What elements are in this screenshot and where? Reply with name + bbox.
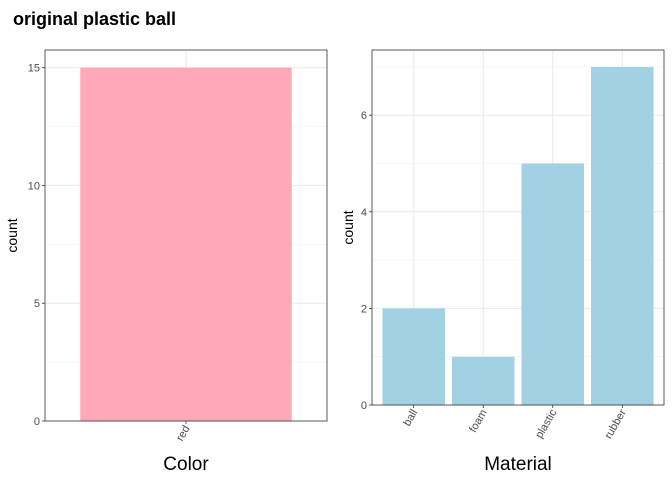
y-tick-label: 15 [28, 63, 40, 75]
bar-foam [451, 356, 515, 405]
x-axis-title: Color [163, 454, 209, 475]
y-tick-label: 5 [34, 298, 40, 310]
bar-plastic [521, 163, 585, 405]
y-tick-label: 4 [361, 207, 367, 219]
x-axis-title: Material [484, 454, 552, 475]
y-tick-label: 2 [361, 303, 367, 315]
color-panel: 0 5 10 15 red count Color [4, 49, 328, 475]
material-panel: 0 2 4 6 ball foam plastic rubber count Material [340, 49, 665, 475]
y-tick-label: 0 [361, 400, 367, 412]
y-tick-label: 6 [361, 110, 367, 122]
bar-ball [382, 308, 445, 405]
bar-red [80, 67, 292, 422]
panel-border [371, 49, 665, 406]
x-tick-label-foam: foam [467, 408, 490, 435]
bar-rubber [591, 66, 654, 406]
x-tick-label-plastic: plastic [533, 407, 559, 440]
x-tick-label-red: red [174, 424, 192, 444]
y-tick-label: 10 [28, 180, 40, 192]
y-axis-title: count [340, 210, 356, 244]
y-tick-label: 0 [34, 416, 40, 428]
chart-title: original plastic ball [13, 9, 177, 29]
x-tick-label-ball: ball [401, 408, 420, 429]
x-tick-label-rubber: rubber [603, 407, 629, 441]
y-axis-title: count [4, 218, 20, 252]
